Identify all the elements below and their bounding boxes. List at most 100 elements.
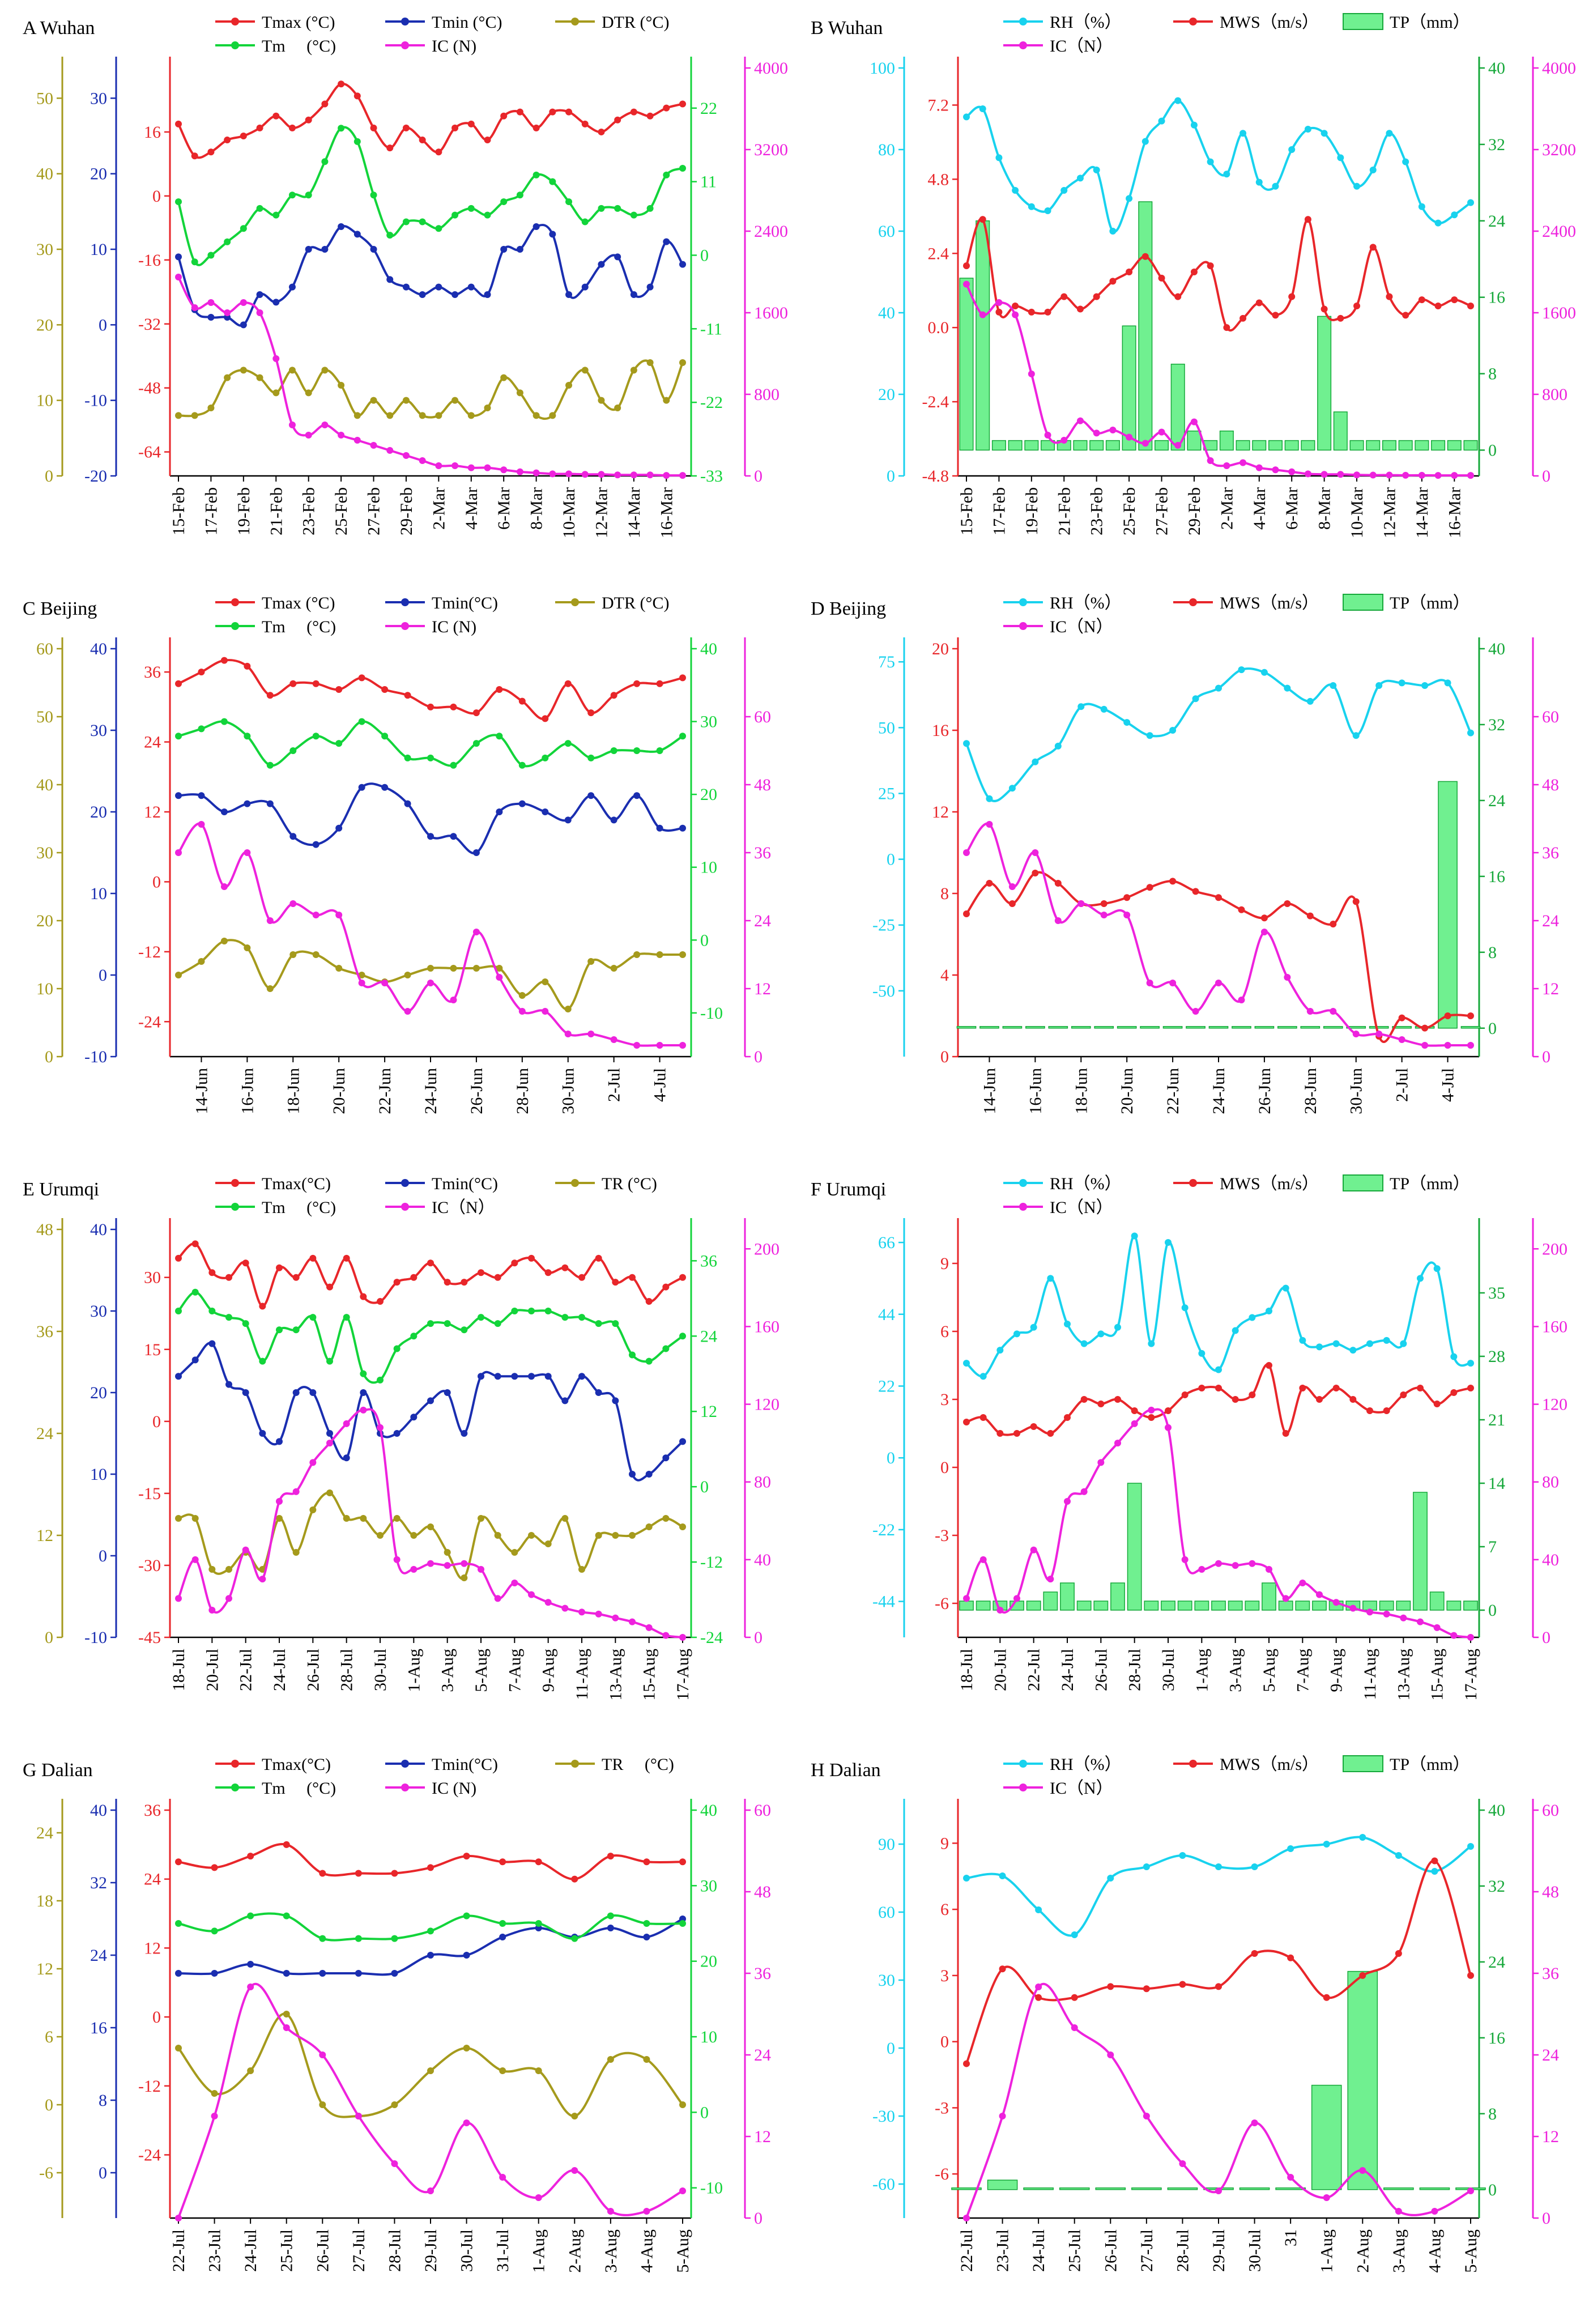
- point-mws: [1174, 293, 1182, 300]
- y-tick-label-rh: -44: [872, 1593, 895, 1611]
- point-mws: [1181, 1391, 1189, 1398]
- legend-label-ic: IC（N）: [1050, 1779, 1113, 1798]
- point-rh: [1143, 1863, 1150, 1870]
- point-tmax: [321, 100, 329, 108]
- bar-tp: [1177, 1601, 1192, 1611]
- legend-marker-mws: [1189, 598, 1197, 606]
- point-tm: [207, 252, 215, 259]
- point-ic: [1251, 2119, 1258, 2126]
- point-mws: [963, 2060, 970, 2067]
- y-tick-label-rh: 90: [878, 1835, 895, 1854]
- x-tick-label: 29-Feb: [397, 487, 416, 535]
- y-axis-tm: -10 0 10 20 30 40: [690, 637, 723, 1057]
- y-axis-tmin: -10 0 10 20 30 40: [84, 637, 117, 1066]
- point-dtr: [478, 1515, 484, 1522]
- line-rh: [965, 1235, 1471, 1378]
- point-rh: [1467, 1843, 1474, 1850]
- point-ic: [1223, 462, 1230, 469]
- point-tm: [292, 1326, 300, 1334]
- y-axis-mws: 0 4 8 12 16 20: [932, 637, 959, 1066]
- point-mws: [1251, 1950, 1258, 1957]
- point-rh: [1323, 1841, 1330, 1848]
- legend-marker-tm: [231, 622, 239, 630]
- bar-tp: [1167, 2187, 1198, 2190]
- y-tick-label-tmin: 0: [99, 2164, 107, 2182]
- point-tmax: [360, 1293, 367, 1300]
- x-tick-label: 4-Aug: [637, 2229, 656, 2273]
- point-rh: [963, 740, 970, 747]
- line-tmin: [177, 224, 684, 327]
- legend-label-tm: Tm (°C): [262, 618, 336, 636]
- point-mws: [1402, 312, 1409, 319]
- bar-tp: [1186, 1026, 1206, 1029]
- line-dtr: [177, 2012, 684, 2118]
- y-tick-label-dtr: 50: [36, 89, 53, 108]
- point-ic: [1304, 470, 1311, 478]
- x-tick-label: 12-Mar: [1380, 487, 1399, 538]
- point-tm: [610, 747, 617, 754]
- x-tick-label: 5-Aug: [1260, 1649, 1279, 1692]
- series-ic: [175, 1406, 686, 1641]
- point-ic: [1383, 1610, 1390, 1618]
- point-ic: [1321, 471, 1328, 478]
- point-ic: [478, 1566, 484, 1573]
- bar-tp: [1398, 440, 1413, 451]
- point-tm: [581, 218, 589, 225]
- point-tmin: [610, 816, 617, 824]
- y-tick-label-dtr: 10: [36, 391, 53, 410]
- point-ic: [535, 2194, 542, 2201]
- y-tick-label-tmin: -10: [84, 1628, 107, 1647]
- point-tmin: [518, 800, 526, 807]
- x-tick-label: 28-Jul: [385, 2229, 404, 2272]
- bar-tp: [1187, 430, 1202, 451]
- x-tick-label: 18-Jul: [169, 1649, 188, 1691]
- point-mws: [963, 262, 970, 270]
- point-rh: [1126, 195, 1133, 202]
- series-ic: [175, 821, 686, 1049]
- point-tmin: [391, 1970, 398, 1977]
- point-rh: [1450, 1353, 1458, 1360]
- series-tmax: [175, 1240, 686, 1310]
- point-tm: [662, 1345, 670, 1352]
- point-rh: [1077, 703, 1085, 710]
- point-ic: [587, 1031, 595, 1037]
- point-ic: [355, 2113, 362, 2119]
- point-tmin: [358, 784, 365, 791]
- point-mws: [1249, 1391, 1256, 1398]
- point-ic: [679, 2187, 686, 2194]
- point-ic: [244, 849, 251, 856]
- bar-tp: [1170, 363, 1185, 451]
- point-rh: [1272, 182, 1279, 190]
- bar-tp: [1275, 2187, 1306, 2190]
- point-rh: [1080, 1340, 1088, 1347]
- point-tmax: [499, 1858, 506, 1866]
- point-rh: [1097, 1330, 1105, 1338]
- bar-tp: [1312, 1601, 1327, 1611]
- bar-tp: [1026, 1601, 1041, 1611]
- bar-tp: [1095, 2187, 1126, 2190]
- legend-marker-dtr: [571, 1179, 579, 1187]
- point-rh: [1299, 1336, 1306, 1344]
- y-tick-label-tmax: 0: [152, 2008, 161, 2027]
- y-axis-tmax: -24 -12 0 12 24 36: [138, 1799, 171, 2218]
- point-ic: [1126, 433, 1133, 441]
- series-ic: [175, 1982, 686, 2221]
- point-mws: [1418, 296, 1425, 304]
- point-ic: [598, 471, 605, 478]
- y-tick-label-tmin: 20: [90, 165, 107, 184]
- point-tmax: [496, 686, 503, 693]
- legend-marker-tmax: [231, 1760, 239, 1768]
- point-ic: [1123, 912, 1131, 918]
- point-mws: [1131, 1407, 1138, 1414]
- y-tick-label-tmin: 0: [99, 316, 107, 334]
- point-ic: [292, 1488, 300, 1495]
- y-tick-label-mws: 8: [940, 884, 949, 903]
- point-dtr: [208, 1566, 216, 1573]
- point-tm: [256, 205, 263, 212]
- point-tmax: [240, 133, 247, 139]
- y-tick-label-rh: 80: [878, 141, 895, 159]
- point-tmax: [516, 108, 523, 116]
- point-ic: [1272, 466, 1279, 474]
- bar-tp: [1431, 440, 1446, 451]
- point-ic: [393, 1556, 401, 1563]
